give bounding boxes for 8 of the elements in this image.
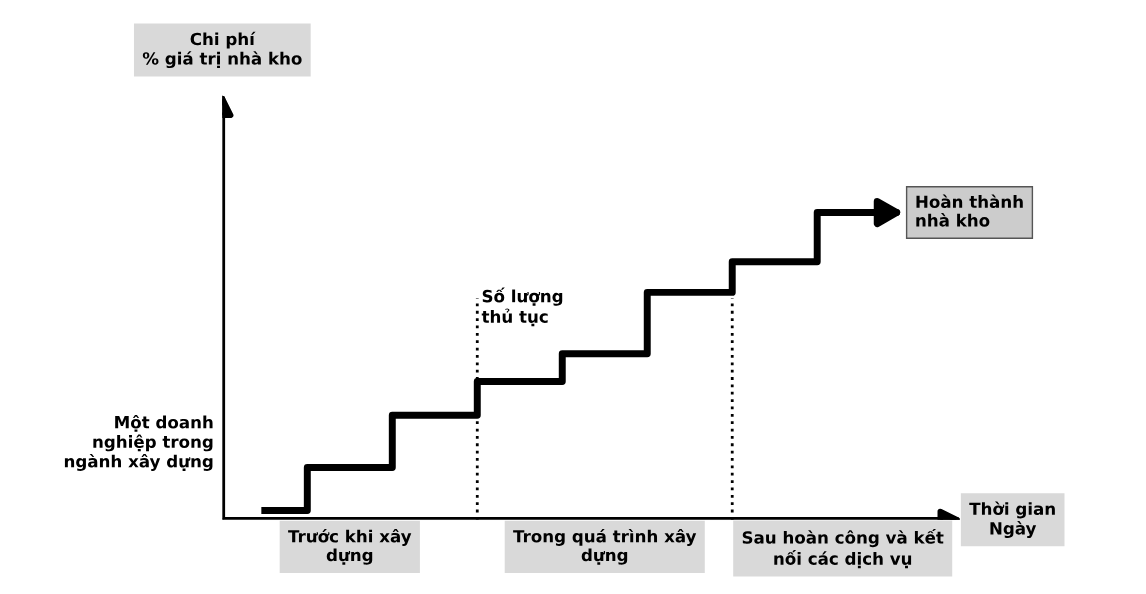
text: Một doanh nghiệp trong ngành xây dựng [64, 414, 213, 471]
text: Chi phí % giá trị nhà kho [142, 31, 302, 69]
text: Trước khi xây dựng [288, 528, 412, 565]
text: Trong quá trình xây dựng [513, 528, 697, 565]
text: Sau hoàn công và kết nối các dịch vụ [742, 528, 944, 569]
annotation: Số lượng thủ tục [481, 287, 563, 327]
text: Thời gian Ngày [969, 501, 1055, 539]
text: Hoàn thành nhà kho [916, 194, 1023, 227]
